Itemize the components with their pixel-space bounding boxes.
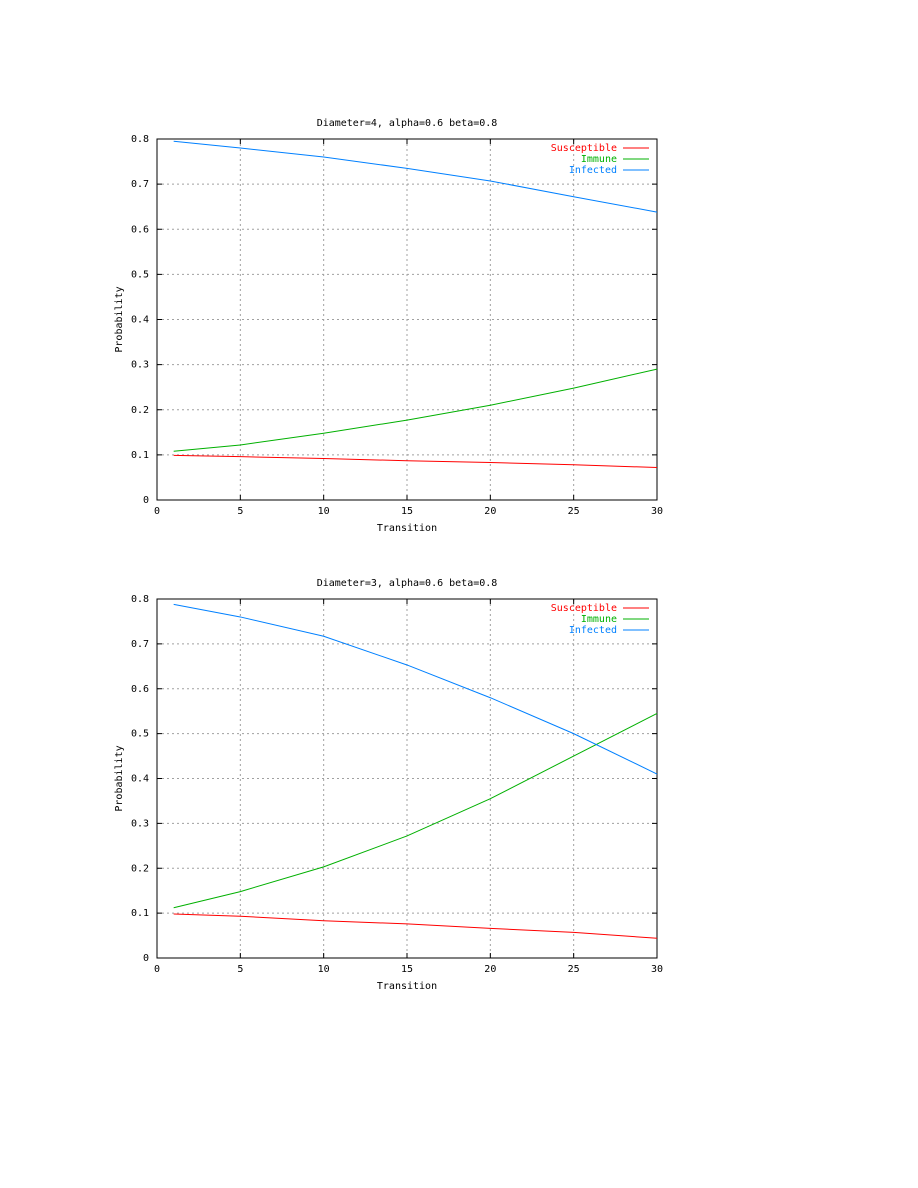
x-tick-label: 0 bbox=[154, 964, 160, 975]
chart-title: Diameter=3, alpha=0.6 beta=0.8 bbox=[317, 578, 498, 589]
legend-label: Immune bbox=[581, 614, 617, 625]
y-tick-label: 0.6 bbox=[131, 684, 149, 695]
x-tick-label: 10 bbox=[318, 964, 330, 975]
y-tick-label: 0.5 bbox=[131, 269, 149, 280]
y-tick-label: 0.4 bbox=[131, 315, 149, 326]
plot-frame bbox=[156, 138, 658, 501]
x-axis-label: Transition bbox=[377, 981, 437, 992]
y-tick-label: 0.1 bbox=[131, 908, 149, 919]
y-tick-label: 0 bbox=[143, 495, 149, 506]
chart-2: 0 0.1 0.2 0.3 0.4 0.5 0.6 0.7 0.8 0 5 10 15 20 25 30 Dia… bbox=[114, 578, 663, 992]
x-tick-label: 15 bbox=[401, 964, 413, 975]
legend-label: Immune bbox=[581, 154, 617, 165]
y-tick-label: 0.3 bbox=[131, 818, 149, 829]
x-tick-label: 30 bbox=[651, 506, 663, 517]
series-line-susceptible bbox=[173, 913, 658, 939]
x-tick-label: 20 bbox=[484, 506, 496, 517]
x-tick-label: 20 bbox=[484, 964, 496, 975]
x-tick-label: 0 bbox=[154, 506, 160, 517]
series-line-immune bbox=[173, 368, 658, 452]
y-tick-label: 0 bbox=[143, 953, 149, 964]
chart-title: Diameter=4, alpha=0.6 beta=0.8 bbox=[317, 118, 498, 129]
x-axis-label: Transition bbox=[377, 523, 437, 534]
x-tick-label: 5 bbox=[237, 964, 243, 975]
legend-label: Susceptible bbox=[551, 143, 617, 154]
plot-frame bbox=[156, 598, 658, 959]
y-tick-label: 0.1 bbox=[131, 450, 149, 461]
y-tick-label: 0.2 bbox=[131, 863, 149, 874]
legend-label: Susceptible bbox=[551, 603, 617, 614]
y-axis-label: Probability bbox=[114, 286, 125, 352]
x-tick-label: 30 bbox=[651, 964, 663, 975]
series-line-infected bbox=[173, 140, 658, 213]
y-tick-label: 0.6 bbox=[131, 224, 149, 235]
series-line-susceptible bbox=[173, 454, 658, 469]
chart-1: 0 0.1 0.2 0.3 0.4 0.5 0.6 0.7 0.8 0 5 10 15 20 25 30 Dia… bbox=[114, 118, 663, 534]
y-axis-label: Probability bbox=[114, 745, 125, 811]
x-tick-label: 25 bbox=[568, 506, 580, 517]
y-tick-label: 0.3 bbox=[131, 360, 149, 371]
x-tick-label: 25 bbox=[568, 964, 580, 975]
series-line-infected bbox=[173, 603, 658, 775]
legend-label: Infected bbox=[569, 165, 617, 176]
y-tick-label: 0.2 bbox=[131, 405, 149, 416]
series-line-immune bbox=[173, 712, 658, 909]
legend-label: Infected bbox=[569, 625, 617, 636]
y-tick-label: 0.7 bbox=[131, 179, 149, 190]
x-tick-label: 15 bbox=[401, 506, 413, 517]
x-tick-label: 5 bbox=[237, 506, 243, 517]
y-tick-label: 0.4 bbox=[131, 774, 149, 785]
y-tick-label: 0.7 bbox=[131, 639, 149, 650]
y-tick-label: 0.5 bbox=[131, 729, 149, 740]
x-tick-label: 10 bbox=[318, 506, 330, 517]
y-tick-label: 0.8 bbox=[131, 594, 149, 605]
y-tick-label: 0.8 bbox=[131, 134, 149, 145]
